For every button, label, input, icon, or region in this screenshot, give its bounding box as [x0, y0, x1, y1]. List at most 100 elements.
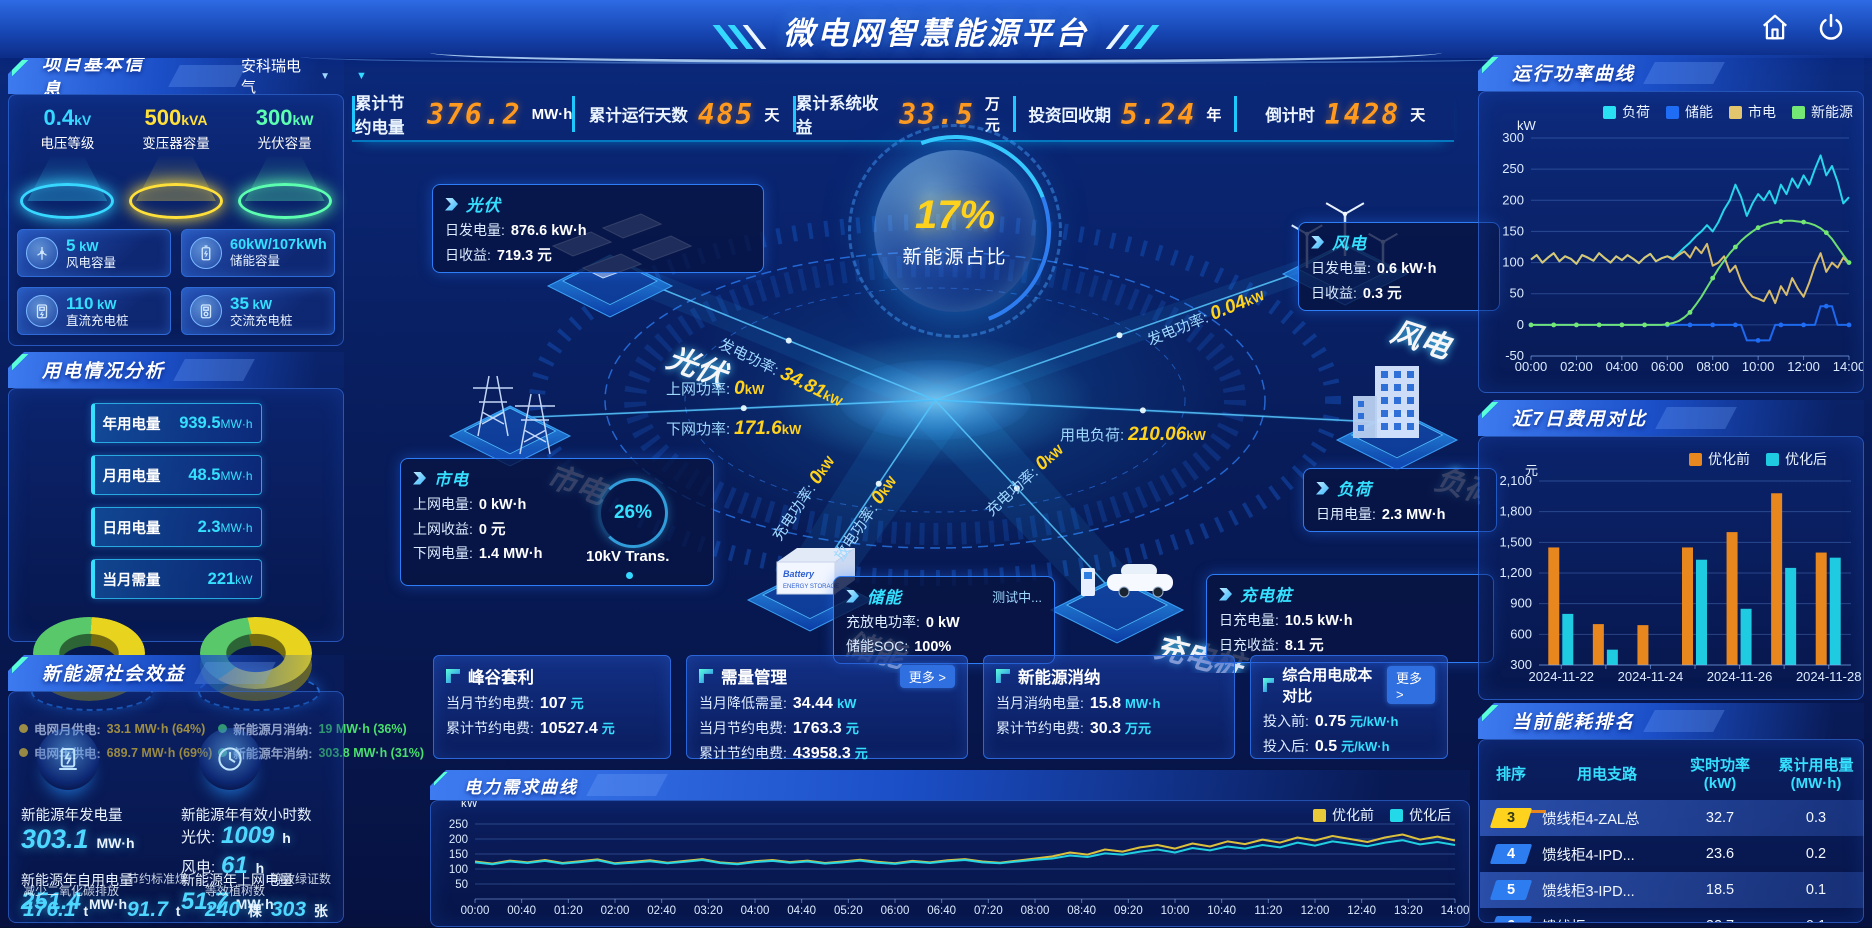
- svg-text:10:40: 10:40: [1207, 905, 1236, 917]
- card-row-label: 当月降低需量:: [699, 695, 787, 711]
- panel-cost-header: 近7日费用对比: [1478, 400, 1864, 436]
- realtime-power-value: 32.7: [1705, 810, 1735, 826]
- info-box-wind: 风电 日发电量: 0.6 kW·h 日收益: 0.3 元: [1298, 222, 1500, 311]
- cone-unit: kW: [292, 112, 314, 128]
- card-row-label: 当月节约电费:: [446, 695, 534, 711]
- flow-label-unit: kW: [1186, 428, 1206, 443]
- cone-beam: [27, 155, 108, 201]
- card-row-value: 30.3: [1089, 720, 1122, 737]
- kpi-unit: 年: [1206, 106, 1222, 124]
- legend-name: 优化后: [1409, 807, 1451, 823]
- header-slash-decoration: [586, 774, 668, 796]
- more-button[interactable]: 更多 >: [1387, 666, 1435, 704]
- header-line1: 实时功率: [1689, 757, 1750, 774]
- usage-stat-value-row: 2.3MW·h: [198, 518, 253, 537]
- legend-name: 负荷: [1622, 104, 1650, 120]
- info-box-title-row: 市电: [413, 466, 701, 490]
- info-box-grid: 市电 上网电量: 0 kW·h 上网收益: 0 元下网电量: 1.4 MW·h: [400, 458, 714, 586]
- demand-chart-legend: 优化前 优化后: [1313, 805, 1451, 825]
- status-badge[interactable]: 测试中...: [992, 589, 1042, 605]
- card-row-label: 当月消纳电量:: [996, 695, 1084, 711]
- info-row-value: 0 kW: [925, 615, 960, 631]
- info-box-title-row: 风电: [1311, 230, 1487, 254]
- table-row[interactable]: 5 馈线柜3-IPD... 18.5 0.1: [1480, 872, 1864, 908]
- bottom-card-title: 综合用电成本对比: [1282, 667, 1373, 705]
- panel-corner-icon: [1482, 705, 1500, 723]
- panel-demand-title: 电力需求曲线: [464, 777, 578, 797]
- info-box-charger: 充电桩 日充电量: 10.5 kW·h 日充收益: 8.1 元: [1206, 574, 1494, 663]
- flow-label-1: 上网功率: 0kW: [666, 378, 764, 400]
- table-header-cell: 排序: [1480, 763, 1542, 784]
- cumulative-energy-value: 0.1: [1768, 918, 1864, 922]
- branch-name: 馈线柜4-IPD...: [1542, 847, 1635, 864]
- svg-text:02:40: 02:40: [647, 905, 676, 917]
- table-row[interactable]: 3 馈线柜4-ZAL总 32.7 0.3: [1480, 800, 1864, 836]
- info-box-row: 充放电功率: 0 kW: [846, 612, 1042, 632]
- svg-text:00:40: 00:40: [507, 905, 536, 917]
- collapse-caret-icon[interactable]: ▼: [356, 70, 367, 82]
- card-row-unit: 元: [854, 746, 868, 761]
- chevron-right-icon: [846, 589, 859, 603]
- svg-text:1,200: 1,200: [1499, 565, 1532, 580]
- info-box-row: 上网收益: 0 元: [413, 518, 583, 539]
- capacity-card-value: 110 kW: [66, 294, 129, 314]
- usage-stat-box: 年用电量 939.5MW·h: [90, 403, 262, 443]
- card-row-value: 107: [539, 695, 567, 712]
- info-box-pv: 光伏 日发电量: 876.6 kW·h 日收益: 719.3 元: [432, 184, 764, 273]
- info-box-row: 下网电量: 1.4 MW·h: [413, 543, 583, 563]
- svg-text:12:40: 12:40: [1347, 905, 1376, 917]
- svg-text:元: 元: [1525, 463, 1538, 478]
- company-dropdown[interactable]: 安科瑞电气 ▼: [241, 58, 330, 94]
- usage-stat-unit: MW·h: [220, 468, 253, 483]
- svg-text:10:00: 10:00: [1161, 905, 1190, 917]
- capacity-cards: 5 kW 风电容量 60kW/107kWh 储能容量 110 kW 直流充电桩 35 kW 交…: [9, 219, 343, 345]
- header-slash-decoration: [168, 65, 247, 87]
- demand-chart: 250 200 150 100 50 00:00 00:40 01:20 02:00 02:40 0…: [449, 798, 1470, 917]
- card-row-value: 1763.3: [792, 720, 842, 737]
- table-row[interactable]: 4 馈线柜4-IPD... 23.6 0.2: [1480, 836, 1864, 872]
- transformer-label: 10kV Trans.: [586, 548, 670, 565]
- header-curve-decoration: [430, 40, 1442, 63]
- info-box-row: 储能SOC: 100%: [846, 636, 1042, 656]
- info-row-value: 1.4 MW·h: [478, 546, 543, 562]
- power-legend-item: 储能: [1666, 102, 1713, 122]
- info-box-row: 日收益: 719.3 元: [445, 244, 751, 265]
- cumulative-energy-value: 0.3: [1805, 810, 1827, 826]
- kpi-label: 投资回收期: [1028, 107, 1111, 125]
- legend-name: 优化前: [1708, 451, 1750, 467]
- more-button[interactable]: 更多 >: [899, 664, 955, 688]
- panel-cost-body: 优化前 优化后 2,100 1,800 1,500 1,200 900 600 300 元 202…: [1478, 436, 1864, 700]
- info-box-title: 储能: [867, 589, 902, 607]
- svg-text:250: 250: [449, 819, 468, 831]
- info-row-label: 日发电量:: [1311, 260, 1371, 276]
- cone-label: 变压器容量: [142, 136, 210, 151]
- info-row-label: 充放电功率:: [846, 614, 920, 630]
- table-row[interactable]: 6 馈线柜6-IPD22.70.1: [1480, 908, 1864, 922]
- legend-name: 市电: [1748, 104, 1776, 120]
- power-legend-item: 负荷: [1603, 102, 1650, 122]
- power-icon[interactable]: [1816, 12, 1846, 42]
- capacity-card-text: 35 kW 交流充电桩: [230, 294, 293, 328]
- svg-text:100: 100: [449, 864, 468, 876]
- flow-label-text: 用电负荷:: [1060, 427, 1125, 444]
- panel-power-curve: 运行功率曲线 负荷 储能 市电 新能源 300 250 200 150 100 50 0 -50 00…: [1478, 55, 1865, 393]
- benefit-gen-label: 新能源年发电量: [21, 808, 123, 824]
- card-row-value: 15.8: [1089, 695, 1122, 712]
- benefit-bottom-value: 91.7 t: [127, 898, 180, 922]
- info-row-value: 0.6 kW·h: [1376, 261, 1437, 277]
- cone-label: 光伏容量: [257, 136, 312, 151]
- cone-value: 0.4: [43, 105, 75, 130]
- legend-swatch-icon: [1313, 808, 1326, 822]
- svg-text:2024-11-26: 2024-11-26: [1707, 669, 1773, 684]
- info-row-value: 719.3 元: [496, 248, 552, 264]
- capacity-card-value: 35 kW: [230, 294, 293, 314]
- benefit-hours-label: 新能源年有效小时数: [181, 808, 312, 824]
- info-box-title-row: 储能 测试中...: [846, 584, 1042, 608]
- header-slash-decoration: [1643, 710, 1725, 732]
- svg-text:600: 600: [1510, 626, 1532, 641]
- cone-ring-icon: [237, 183, 332, 219]
- home-icon[interactable]: [1760, 12, 1790, 42]
- info-box-title: 充电桩: [1240, 587, 1293, 605]
- svg-text:2024-11-24: 2024-11-24: [1618, 669, 1684, 684]
- info-box-title-row: 负荷: [1316, 476, 1484, 500]
